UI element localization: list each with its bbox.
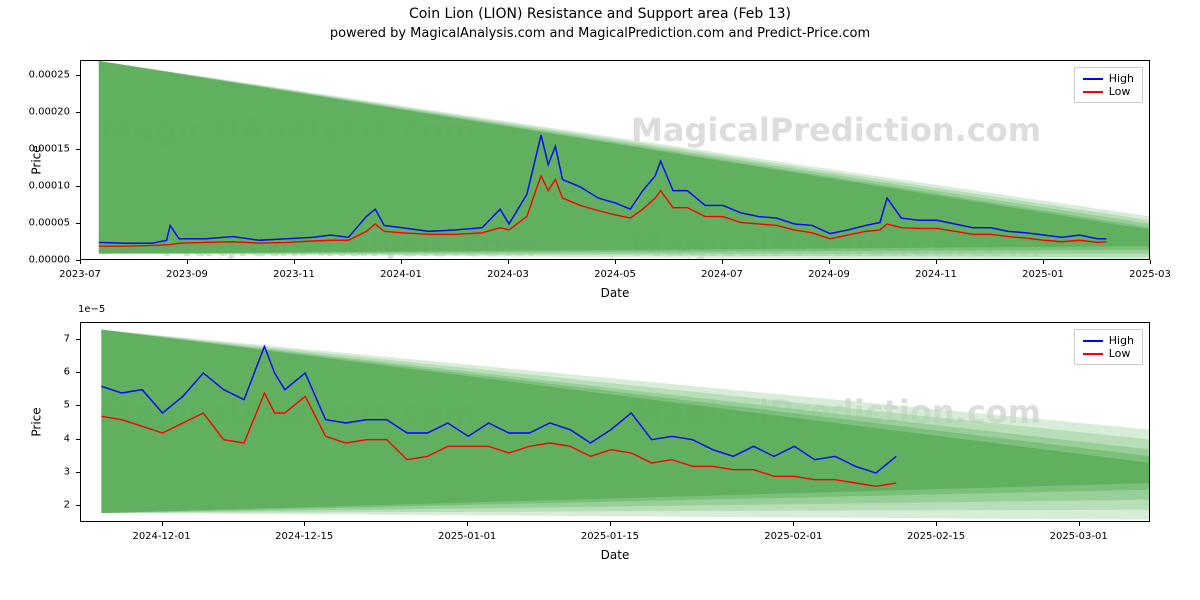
high-series-line <box>99 135 1107 243</box>
legend-item-high: High <box>1083 334 1134 347</box>
x-tick-label: 2025-01-01 <box>438 531 496 542</box>
chart-subtitle: powered by MagicalAnalysis.com and Magic… <box>0 22 1200 45</box>
x-tick-label: 2024-03 <box>487 269 529 280</box>
legend-swatch-high <box>1083 78 1103 80</box>
legend-label-low: Low <box>1109 85 1131 98</box>
y-tick-mark <box>76 372 80 373</box>
chart-title: Coin Lion (LION) Resistance and Support … <box>0 0 1200 22</box>
y-tick-mark <box>76 339 80 340</box>
y-tick-label: 4 <box>10 433 70 444</box>
y-tick-label: 0.00025 <box>10 69 70 80</box>
y-tick-mark <box>76 112 80 113</box>
x-tick-label: 2024-11 <box>915 269 957 280</box>
legend-item-low: Low <box>1083 85 1134 98</box>
x-tick-mark <box>1043 260 1044 264</box>
x-tick-mark <box>304 522 305 526</box>
price-lines <box>81 61 1150 260</box>
y-tick-label: 3 <box>10 467 70 478</box>
x-tick-mark <box>793 522 794 526</box>
y-tick-mark <box>76 505 80 506</box>
x-tick-mark <box>936 522 937 526</box>
x-tick-mark <box>936 260 937 264</box>
x-axis-label: Date <box>601 286 630 300</box>
x-tick-mark <box>187 260 188 264</box>
x-tick-label: 2025-01 <box>1022 269 1064 280</box>
y-tick-mark <box>76 75 80 76</box>
legend: High Low <box>1074 67 1143 103</box>
y-tick-mark <box>76 149 80 150</box>
x-tick-label: 2025-03-01 <box>1050 531 1108 542</box>
y-tick-label: 2 <box>10 500 70 511</box>
x-tick-label: 2025-03 <box>1129 269 1171 280</box>
x-tick-mark <box>467 522 468 526</box>
legend-swatch-low <box>1083 353 1103 355</box>
x-tick-mark <box>1079 522 1080 526</box>
y-tick-mark <box>76 223 80 224</box>
y-tick-label: 0.00015 <box>10 143 70 154</box>
legend-label-high: High <box>1109 72 1134 85</box>
figure: Coin Lion (LION) Resistance and Support … <box>0 0 1200 600</box>
y-tick-mark <box>76 472 80 473</box>
x-tick-label: 2024-12-01 <box>132 531 190 542</box>
x-tick-mark <box>294 260 295 264</box>
legend-item-low: Low <box>1083 347 1134 360</box>
legend: High Low <box>1074 329 1143 365</box>
x-tick-label: 2025-02-01 <box>764 531 822 542</box>
low-series-line <box>101 393 896 486</box>
x-tick-label: 2025-02-15 <box>907 531 965 542</box>
legend-label-high: High <box>1109 334 1134 347</box>
x-tick-mark <box>722 260 723 264</box>
x-tick-mark <box>615 260 616 264</box>
legend-item-high: High <box>1083 72 1134 85</box>
x-tick-label: 2023-11 <box>273 269 315 280</box>
x-tick-label: 2023-07 <box>59 269 101 280</box>
y-tick-label: 0.00020 <box>10 106 70 117</box>
top-panel: Price Date MagicalAnalysis.com MagicalPr… <box>80 60 1150 260</box>
x-tick-label: 2024-12-15 <box>275 531 333 542</box>
x-tick-mark <box>80 260 81 264</box>
y-tick-label: 7 <box>10 333 70 344</box>
x-axis-label: Date <box>601 548 630 562</box>
legend-swatch-low <box>1083 91 1103 93</box>
legend-swatch-high <box>1083 340 1103 342</box>
x-tick-label: 2024-01 <box>380 269 422 280</box>
x-tick-label: 2024-05 <box>594 269 636 280</box>
bottom-panel: 1e−5 Price Date MagicalAnalysis.com Magi… <box>80 322 1150 522</box>
exponent-label: 1e−5 <box>78 304 105 315</box>
x-tick-label: 2025-01-15 <box>581 531 639 542</box>
x-tick-mark <box>1150 260 1151 264</box>
high-series-line <box>101 346 896 473</box>
low-series-line <box>99 176 1107 246</box>
x-tick-mark <box>829 260 830 264</box>
y-tick-mark <box>76 186 80 187</box>
y-tick-label: 0.00005 <box>10 217 70 228</box>
legend-label-low: Low <box>1109 347 1131 360</box>
y-tick-label: 0.00000 <box>10 255 70 266</box>
x-tick-mark <box>162 522 163 526</box>
x-tick-mark <box>401 260 402 264</box>
y-tick-mark <box>76 439 80 440</box>
y-tick-mark <box>76 405 80 406</box>
y-tick-label: 6 <box>10 367 70 378</box>
y-tick-label: 5 <box>10 400 70 411</box>
x-tick-label: 2024-07 <box>701 269 743 280</box>
price-lines <box>81 323 1150 522</box>
plot-area: MagicalAnalysis.com MagicalPrediction.co… <box>80 322 1150 522</box>
plot-area: MagicalAnalysis.com MagicalPrediction.co… <box>80 60 1150 260</box>
y-tick-label: 0.00010 <box>10 180 70 191</box>
x-tick-mark <box>508 260 509 264</box>
x-tick-label: 2024-09 <box>808 269 850 280</box>
x-tick-mark <box>610 522 611 526</box>
x-tick-label: 2023-09 <box>166 269 208 280</box>
